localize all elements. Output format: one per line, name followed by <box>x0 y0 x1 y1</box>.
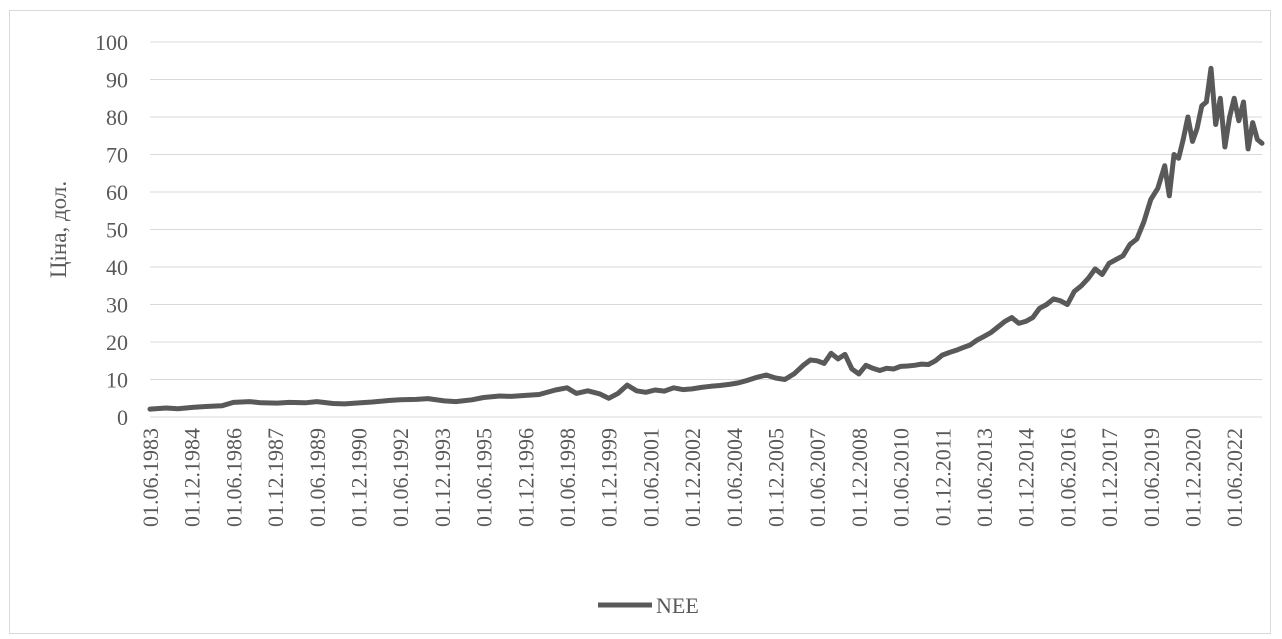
y-tick-label: 90 <box>106 68 128 93</box>
x-axis-ticks: 01.06.1983 01.12.1984 01.06.1986 01.12.1987… <box>138 428 1247 527</box>
y-tick-label: 80 <box>106 105 128 130</box>
legend: NEE <box>598 593 699 618</box>
y-tick-label: 60 <box>106 180 128 205</box>
gridlines <box>150 41 1262 380</box>
x-tick-label: 01.12.1996 <box>513 428 538 527</box>
y-tick-label: 0 <box>117 405 128 430</box>
y-tick-label: 50 <box>106 218 128 243</box>
x-tick-label: 01.12.2011 <box>930 428 955 526</box>
x-tick-label: 01.06.2022 <box>1222 428 1247 527</box>
x-tick-label: 01.06.1983 <box>138 428 163 527</box>
x-tick-label: 01.06.1986 <box>221 428 246 527</box>
y-tick-label: 30 <box>106 293 128 318</box>
y-axis-ticks: 0 10 20 30 40 50 60 70 80 90 100 <box>95 30 128 430</box>
series-line-nee <box>147 65 1265 412</box>
x-tick-label: 01.06.2019 <box>1139 428 1164 527</box>
x-tick-label: 01.12.2002 <box>680 428 705 527</box>
x-tick-label: 01.12.2008 <box>847 428 872 527</box>
x-tick-label: 01.06.1992 <box>388 428 413 527</box>
chart-frame <box>9 10 1271 634</box>
y-tick-label: 20 <box>106 330 128 355</box>
x-tick-label: 01.12.1984 <box>180 428 205 527</box>
x-tick-label: 01.06.1995 <box>472 428 497 527</box>
y-tick-label: 100 <box>95 30 128 55</box>
x-tick-label: 01.12.1993 <box>430 428 455 527</box>
x-tick-label: 01.06.2004 <box>722 428 747 527</box>
x-tick-label: 01.06.2001 <box>638 428 663 527</box>
x-tick-label: 01.12.1987 <box>263 428 288 527</box>
x-tick-label: 01.06.1989 <box>305 428 330 527</box>
x-tick-label: 01.12.2014 <box>1014 428 1039 527</box>
y-axis-title: Ціна, дол. <box>46 181 71 278</box>
x-tick-label: 01.12.1990 <box>347 428 372 527</box>
x-tick-label: 01.12.2017 <box>1097 428 1122 527</box>
y-tick-label: 10 <box>106 368 128 393</box>
x-tick-label: 01.06.2013 <box>972 428 997 527</box>
y-tick-label: 40 <box>106 255 128 280</box>
x-tick-label: 01.12.1999 <box>597 428 622 527</box>
x-tick-label: 01.06.2007 <box>805 428 830 527</box>
x-tick-label: 01.06.2016 <box>1055 428 1080 527</box>
x-tick-label: 01.12.2005 <box>764 428 789 527</box>
x-tick-label: 01.06.1998 <box>555 428 580 527</box>
x-tick-label: 01.06.2010 <box>889 428 914 527</box>
y-tick-label: 70 <box>106 143 128 168</box>
legend-label-nee: NEE <box>656 593 699 618</box>
x-tick-label: 01.12.2020 <box>1181 428 1206 527</box>
